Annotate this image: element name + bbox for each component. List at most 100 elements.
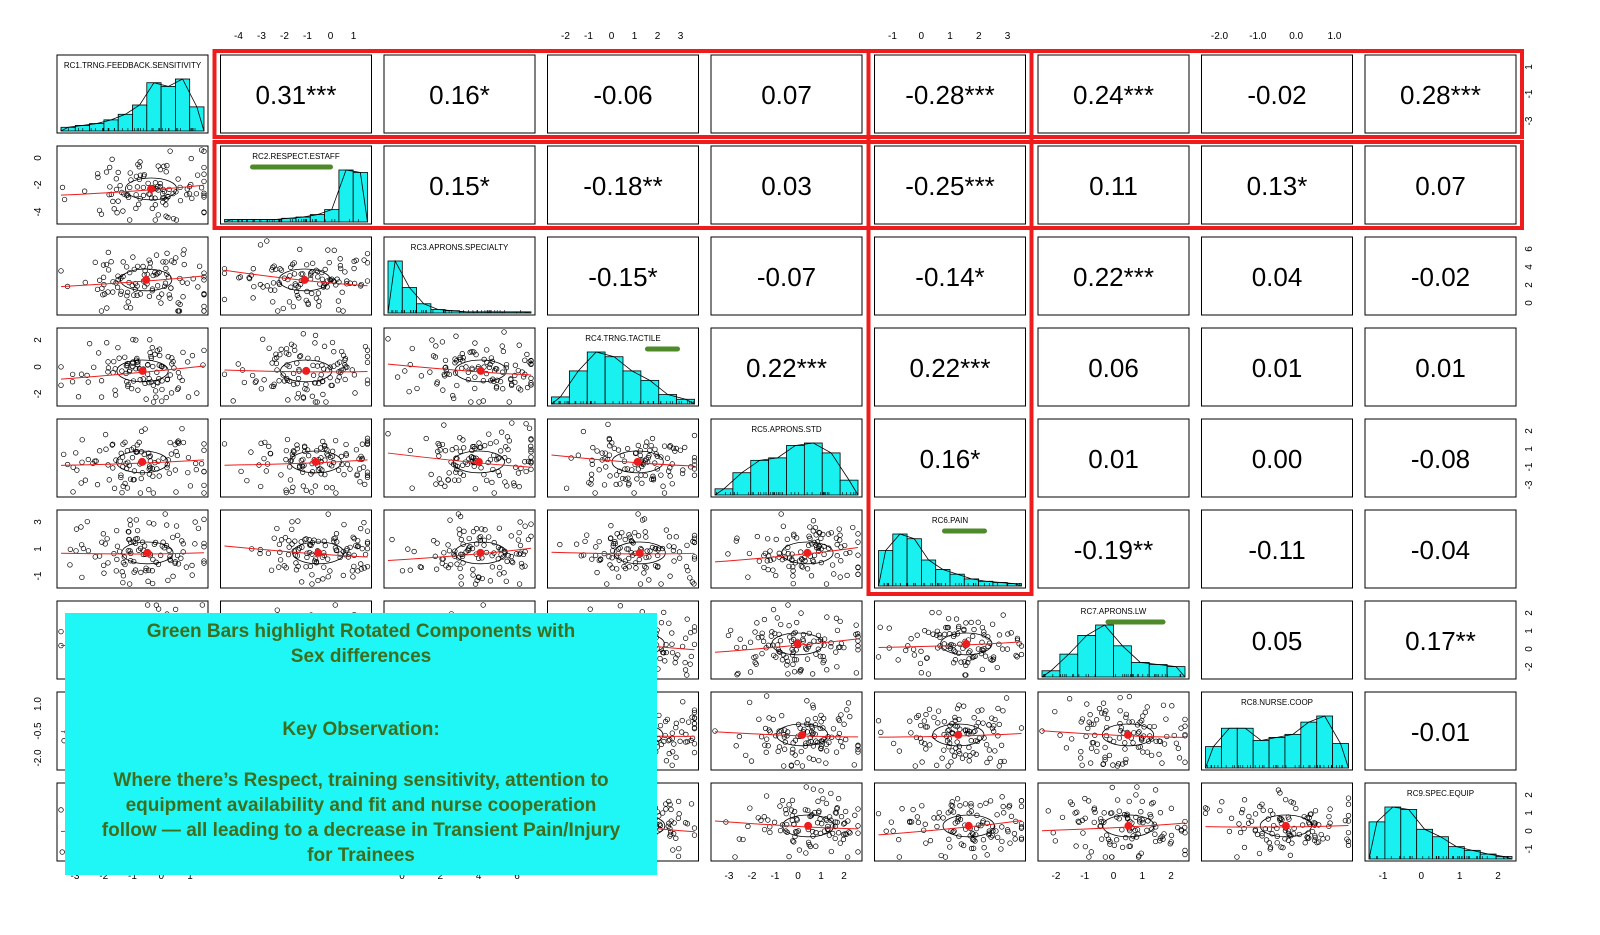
scatter-point (613, 481, 619, 488)
histogram-bar (1252, 740, 1270, 769)
scatter-point (120, 579, 126, 586)
scatter-point (172, 467, 179, 473)
scatter-point (444, 370, 450, 377)
panel-r6-c6: RC6.PAIN (874, 509, 1026, 589)
scatter-point (787, 634, 793, 640)
scatter-point (478, 465, 484, 471)
scatter-point (258, 386, 265, 392)
axis-tick-label: -1 (33, 571, 44, 580)
scatter-point (124, 289, 131, 295)
scatter-point (961, 659, 968, 665)
scatter-point (945, 624, 951, 631)
scatter-point (170, 573, 176, 579)
scatter-point (278, 346, 284, 352)
scatter-point (98, 308, 105, 314)
scatter-point (153, 252, 160, 258)
scatter-point (276, 378, 282, 384)
mean-point (954, 730, 963, 739)
axis-tick-label: 6 (1524, 246, 1535, 252)
scatter-point (516, 529, 522, 536)
scatter-point (509, 420, 515, 426)
scatter-point (760, 638, 767, 645)
scatter-point (615, 574, 622, 580)
axis-tick-label: -1.0 (1249, 31, 1267, 42)
scatter-point (361, 257, 367, 263)
scatter-point (137, 291, 144, 297)
panel-r2-c3: 0.15* (383, 145, 536, 225)
scatter-point (346, 551, 352, 557)
scatter-point (165, 214, 171, 221)
scatter-point (157, 180, 163, 187)
scatter-point (691, 624, 698, 630)
scatter-point (364, 278, 371, 284)
scatter-point (364, 353, 371, 360)
scatter-point (98, 211, 105, 217)
scatter-point (351, 372, 358, 378)
callout-body-2: equipment availability and fit and nurse… (125, 795, 597, 816)
scatter-point (835, 644, 842, 651)
scatter-point (153, 602, 160, 608)
scatter-point (440, 387, 446, 393)
axis-tick-label: 0 (328, 31, 334, 42)
scatter-point (269, 360, 275, 366)
scatter-point (340, 352, 347, 358)
correlation-value: -0.18** (583, 171, 663, 201)
scatter-point (691, 535, 698, 541)
scatter-point (407, 567, 413, 573)
scatter-point (364, 380, 371, 387)
scatter-point (354, 471, 360, 477)
axis-tick-label: 3 (1005, 31, 1011, 42)
scatter-point (168, 451, 175, 457)
scatter-point (476, 440, 482, 446)
scatter-point (767, 548, 773, 554)
scatter-point (508, 382, 515, 389)
scatter-point (322, 266, 328, 273)
scatter-point (512, 464, 519, 470)
scatter-point (622, 476, 629, 482)
scatter-point (853, 670, 860, 676)
scatter-point (75, 394, 82, 400)
scatter-point (320, 391, 326, 398)
scatter-point (59, 184, 66, 191)
panel-r3-c4: -0.15* (547, 236, 699, 316)
correlation-value: 0.06 (1088, 353, 1139, 383)
scatter-point (201, 347, 207, 354)
axis-tick-label: 2 (1168, 871, 1174, 882)
panel-frame (874, 145, 1026, 225)
scatter-point (140, 376, 146, 382)
scatter-point (152, 351, 158, 357)
correlation-value: 0.07 (761, 80, 812, 110)
scatter-point (652, 460, 658, 466)
scatter-point (434, 381, 440, 387)
scatter-point (146, 471, 153, 477)
scatter-point (143, 396, 149, 402)
scatter-point (143, 568, 149, 574)
scatter-point (175, 176, 181, 182)
scatter-point (152, 217, 158, 223)
axis-tick-label: 3 (33, 519, 44, 525)
scatter-point (664, 455, 671, 461)
scatter-point (130, 254, 136, 260)
scatter-point (308, 270, 314, 276)
scatter-point (605, 421, 611, 427)
mean-point (635, 548, 644, 557)
panel-r8-c8: RC8.NURSE.COOP (1201, 691, 1353, 771)
panel-r5-c4 (547, 418, 699, 498)
scatter-point (161, 163, 167, 169)
panel-r6-c8: -0.11 (1201, 509, 1353, 589)
scatter-point (807, 524, 813, 530)
axis-tick-label: -1 (1379, 871, 1388, 882)
scatter-point (159, 378, 165, 384)
scatter-point (321, 443, 328, 449)
scatter-point (764, 536, 771, 542)
correlation-value: 0.22*** (1073, 262, 1154, 292)
scatter-point (485, 459, 491, 466)
scatter-point (582, 538, 588, 544)
scatter-point (682, 444, 688, 451)
scatter-point (364, 250, 371, 257)
scatter-point (239, 367, 246, 373)
scatter-point (790, 580, 796, 587)
scatter-point (458, 574, 464, 580)
scatter-point (364, 540, 371, 547)
axis-tick-label: 2 (1524, 428, 1535, 434)
